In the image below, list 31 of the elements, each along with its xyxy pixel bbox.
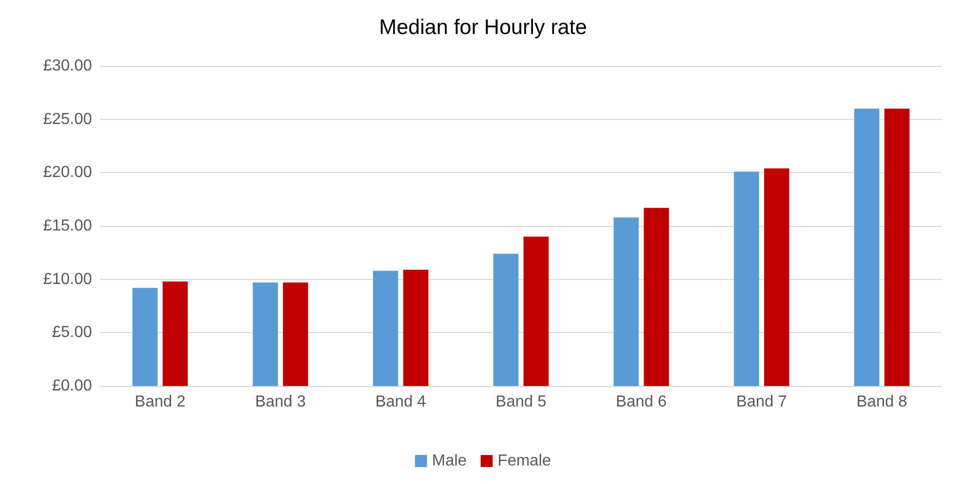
bar (162, 281, 188, 386)
legend-label: Male (432, 452, 467, 470)
x-tick-label: Band 4 (375, 394, 426, 410)
y-tick-label: £5.00 (52, 324, 92, 342)
bar (734, 172, 760, 386)
y-tick-label: £0.00 (52, 378, 92, 394)
bar (493, 254, 518, 386)
bar (644, 208, 669, 386)
x-tick-label: Band 5 (496, 394, 546, 410)
bar (403, 270, 428, 386)
y-tick-label: £25.00 (43, 110, 92, 128)
bar (282, 282, 308, 386)
chart-title: Median for Hourly rate (379, 16, 587, 39)
x-tick-label: Band 7 (736, 394, 788, 410)
bar (132, 288, 158, 386)
bar (884, 108, 910, 386)
bar (373, 270, 398, 386)
bar (524, 236, 549, 386)
y-tick-label: £20.00 (43, 164, 92, 182)
y-tick-label: £10.00 (43, 270, 92, 288)
x-tick-label: Band 6 (616, 394, 667, 410)
y-tick-label: £15.00 (43, 218, 92, 234)
bar (764, 168, 790, 386)
x-tick-label: Band 2 (134, 394, 186, 410)
legend-label: Female (498, 452, 552, 470)
bar (614, 217, 639, 386)
x-tick-label: Band 3 (255, 394, 306, 410)
y-tick-label: £30.00 (43, 58, 92, 74)
x-tick-label: Band 8 (856, 394, 908, 410)
bar (854, 108, 880, 386)
bar (252, 282, 278, 386)
